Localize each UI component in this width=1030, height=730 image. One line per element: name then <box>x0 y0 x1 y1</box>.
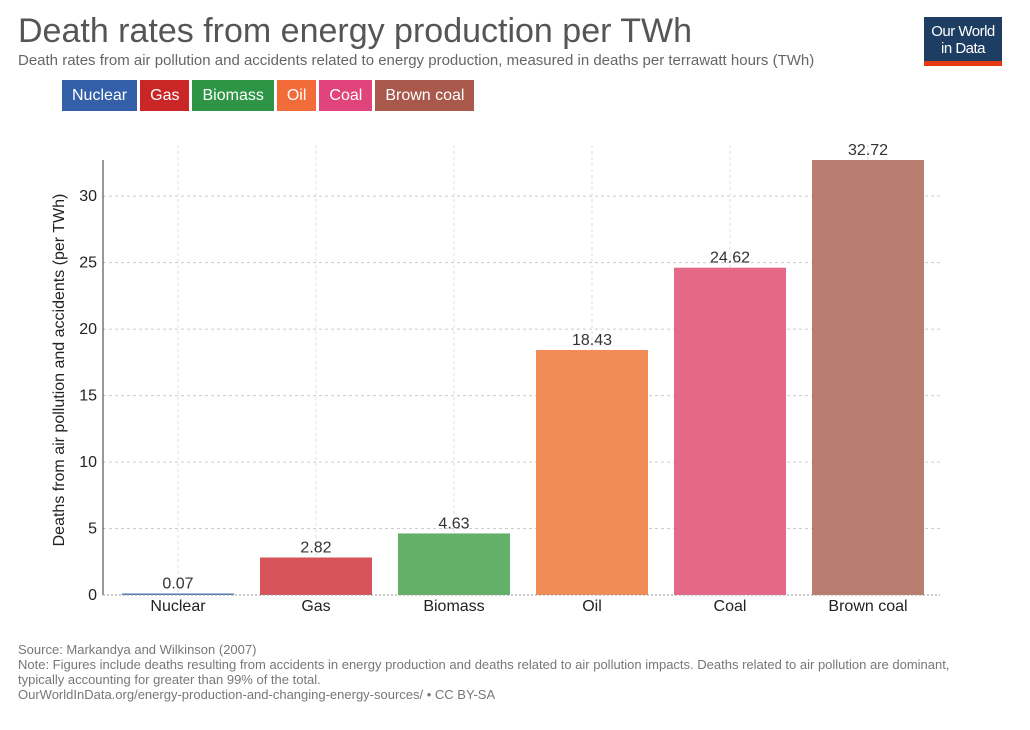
x-tick-label: Nuclear <box>150 598 206 615</box>
legend-item-nuclear[interactable]: Nuclear <box>62 80 138 111</box>
bar-chart: 0 5 10 15 20 25 30 0.07 Nuclear 2.82 Gas 4.63 Biomas… <box>79 142 940 615</box>
note-text-line-2: typically accounting for greater than 99… <box>18 672 321 687</box>
x-tick-label: Gas <box>301 598 330 615</box>
note-text-line-1: Note: Figures include deaths resulting f… <box>18 657 950 672</box>
value-label: 2.82 <box>300 540 331 557</box>
footer: Source: Markandya and Wilkinson (2007) N… <box>18 642 1008 702</box>
legend: Nuclear Gas Biomass Oil Coal Brown coal <box>62 80 475 111</box>
value-label: 24.62 <box>710 250 750 267</box>
owid-logo[interactable]: Our World in Data <box>924 17 1002 66</box>
value-label: 32.72 <box>848 142 888 159</box>
bar-coal <box>674 267 786 595</box>
legend-item-brown-coal[interactable]: Brown coal <box>375 80 475 111</box>
x-tick-label: Biomass <box>423 598 484 615</box>
y-tick-label: 30 <box>79 188 97 205</box>
bar-nuclear <box>122 593 234 595</box>
legend-item-oil[interactable]: Oil <box>276 80 317 111</box>
y-tick-label: 20 <box>79 321 97 338</box>
logo-line-2: in Data <box>940 40 986 57</box>
y-tick-label: 25 <box>79 255 97 272</box>
y-tick-label: 5 <box>88 521 97 538</box>
y-tick-label: 15 <box>79 388 97 405</box>
page-subtitle: Death rates from air pollution and accid… <box>18 52 815 69</box>
page-title: Death rates from energy production per T… <box>18 12 693 50</box>
logo-accent-bar <box>924 61 1002 66</box>
logo-line-1: Our World <box>931 23 995 40</box>
url-text[interactable]: OurWorldInData.org/energy-production-and… <box>18 687 496 702</box>
legend-item-coal[interactable]: Coal <box>319 80 373 111</box>
value-label: 4.63 <box>438 515 469 532</box>
value-label: 18.43 <box>572 332 612 349</box>
legend-item-gas[interactable]: Gas <box>140 80 190 111</box>
x-tick-label: Coal <box>714 598 747 615</box>
source-text: Source: Markandya and Wilkinson (2007) <box>18 642 257 657</box>
y-tick-label: 10 <box>79 454 97 471</box>
bar-oil <box>536 349 648 595</box>
x-tick-label: Brown coal <box>828 598 907 615</box>
legend-item-biomass[interactable]: Biomass <box>192 80 274 111</box>
value-label: 0.07 <box>162 576 193 593</box>
bar-biomass <box>398 533 510 595</box>
bar-brown-coal <box>812 160 924 595</box>
y-tick-label: 0 <box>88 587 97 604</box>
bar-gas <box>260 557 372 595</box>
x-tick-label: Oil <box>582 598 602 615</box>
